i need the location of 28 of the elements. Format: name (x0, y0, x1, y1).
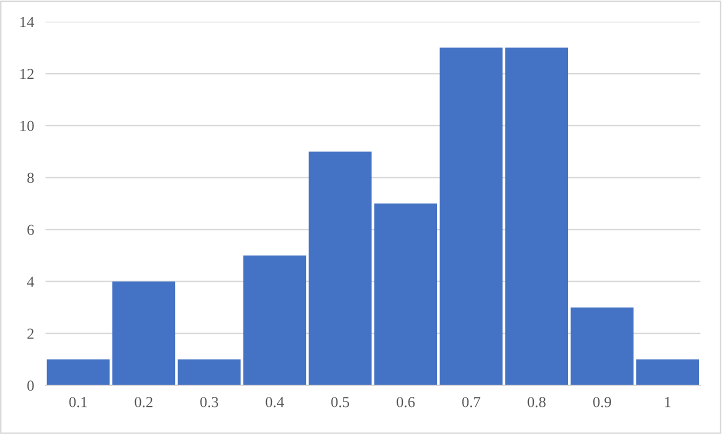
bar (112, 281, 176, 386)
x-tick-label: 0.6 (396, 396, 415, 408)
bar (570, 307, 634, 386)
y-tick-label: 8 (27, 172, 34, 184)
bar (46, 359, 110, 386)
y-tick-label: 14 (20, 16, 34, 27)
x-tick-label: 0.5 (331, 396, 350, 408)
x-tick-label: 1 (665, 397, 670, 408)
y-tick-label: 0 (27, 380, 34, 391)
bar (374, 204, 438, 386)
x-tick-label: 0.3 (200, 396, 218, 408)
y-tick-label: 6 (27, 224, 34, 235)
bar (440, 48, 503, 386)
y-tick-label: 2 (27, 328, 34, 339)
x-tick-label: 0.9 (593, 396, 612, 408)
x-tick-label: 0.8 (528, 396, 546, 408)
bar (636, 359, 700, 386)
bar (505, 48, 568, 386)
y-tick-label: 4 (27, 276, 34, 287)
x-tick-label: 0.1 (69, 396, 87, 408)
y-tick-label: 10 (20, 120, 34, 132)
x-tick-label: 0.4 (266, 396, 284, 408)
bar (243, 256, 306, 386)
x-tick-label: 0.2 (134, 396, 152, 408)
bar (308, 152, 372, 386)
y-tick-label: 12 (20, 68, 34, 79)
bar (178, 359, 241, 386)
x-tick-label: 0.7 (462, 396, 480, 408)
